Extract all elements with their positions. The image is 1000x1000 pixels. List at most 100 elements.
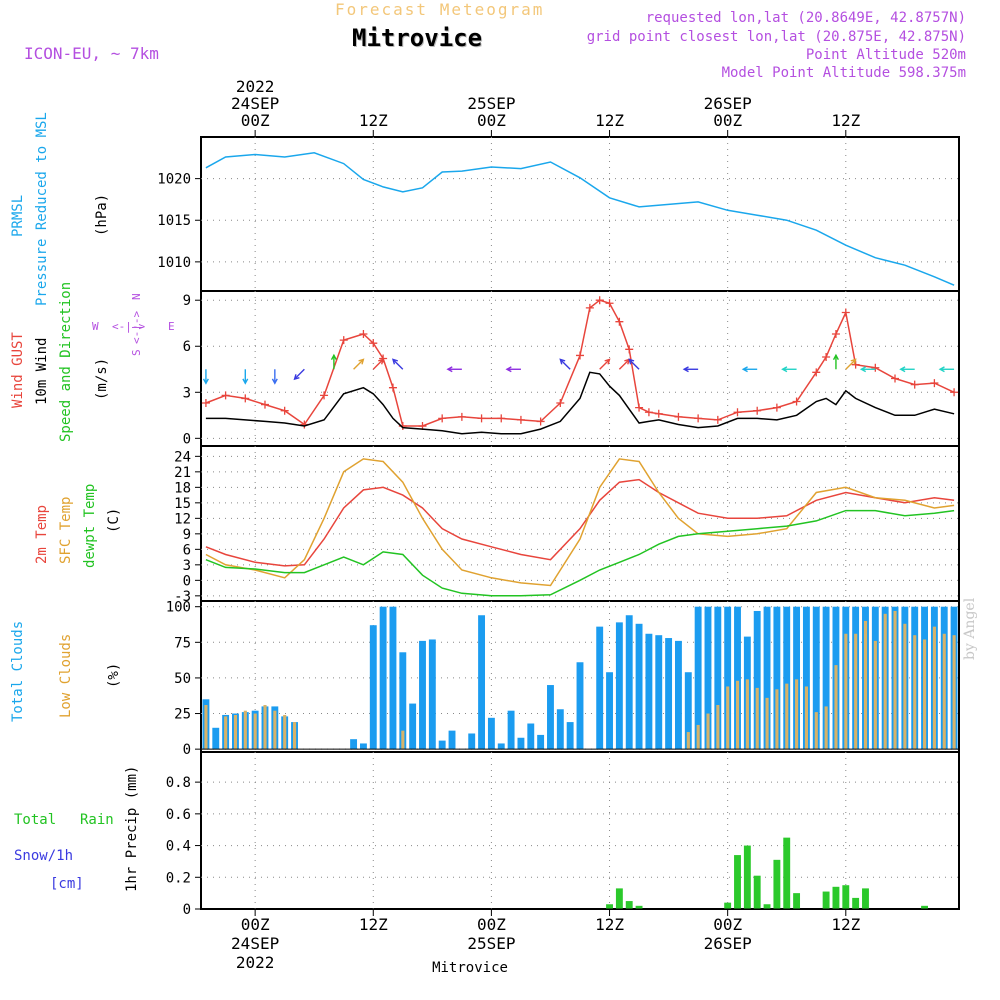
wind-gust-label: Wind GUST [10,332,26,408]
bar-low-clouds [263,704,267,750]
y-tick-label: 0 [183,573,191,589]
wind-arrow-head [859,366,867,373]
wind-arrow-head [741,366,748,373]
cloud-low-label: Low Clouds [58,634,74,718]
requested-coords: requested lon,lat (20.8649E, 42.8757N) [645,10,966,26]
y-tick-label: 25 [174,707,191,723]
gust-marker [694,414,703,423]
bar-total-clouds [359,743,367,750]
series-line-sfc-temp [205,458,955,587]
time-tick-label: 2022 [236,77,275,96]
time-tick-label: 00Z [713,111,742,130]
gust-marker [674,412,683,421]
pressure-labels: PRMSL Pressure Reduced to MSL (hPa) [10,112,110,306]
pressure-label-msl: Pressure Reduced to MSL [34,112,50,306]
gust-marker [477,414,486,423]
bar-low-clouds [706,713,710,750]
wind-arrow-head [378,358,385,365]
bar-low-clouds [401,730,405,750]
bar-total-clouds [734,606,741,750]
bar-low-clouds [913,635,917,750]
wind-arrow-head [938,366,945,373]
y-tick-label: 1020 [157,172,191,188]
gust-marker [241,394,250,403]
bar-total-clouds [615,622,623,750]
wind-arrow [372,358,384,370]
wind-arrow [294,368,305,380]
rain-label-total: Total [14,812,56,828]
bar-total-clouds [783,606,791,750]
bar-total-clouds [399,652,407,750]
wind-arrow-head [330,353,337,360]
bar-low-clouds [716,704,720,750]
time-tick-label: 24SEP [231,934,279,953]
bar-total-clouds [448,730,456,750]
bar-total-clouds [694,606,702,750]
bar-low-clouds [726,686,730,750]
bar-low-clouds [273,710,277,750]
panels-layer: 1010101510200369-30369121518212402550751… [157,136,960,918]
wind-arrow-head [391,358,399,365]
series-layer [201,152,959,910]
precip-labels: Total Rain Snow/1h [cm] 1hr Precip (mm) [14,766,140,892]
bar-low-clouds [204,704,208,750]
compass-rose: W E <-|-> N <-|-> S [92,293,175,356]
cloud-labels: Total Clouds Low Clouds (%) [10,621,122,722]
bar-total-clouds [674,640,682,750]
bar-low-clouds [854,633,858,750]
bar-total-clouds [665,638,673,750]
bar-total-rain [842,885,850,909]
gust-marker [201,399,210,408]
bar-total-rain [832,886,840,909]
wind-arrow-head [899,366,906,373]
time-tick-label: 26SEP [704,934,752,953]
bar-total-clouds [419,640,426,750]
y-tick-label: 0.4 [166,839,191,855]
series-line-dewpt-temp [205,509,955,597]
y-tick-label: 0 [183,431,191,447]
gust-marker [359,329,368,338]
bar-low-clouds [775,689,779,750]
y-tick-label: 1010 [157,255,191,271]
bar-low-clouds [834,665,838,750]
bar-low-clouds [804,686,809,750]
bar-total-clouds [468,733,476,750]
closest-coords: grid point closest lon,lat (20.875E, 42.… [586,29,966,45]
bar-total-clouds [704,606,712,750]
wind-arrow [392,358,404,370]
gust-marker [871,363,880,372]
series-line-wind-gust [205,299,955,427]
gust-marker [576,351,584,360]
gust-marker [585,303,594,312]
bar-total-clouds [812,606,820,750]
time-tick-label: 25SEP [467,934,515,953]
gust-marker [398,422,407,431]
time-tick-label: 12Z [359,111,388,130]
gust-marker [841,308,850,317]
gust-marker [388,383,397,392]
bar-total-clouds [428,639,436,750]
bar-total-rain [743,845,751,909]
compass-ew-arrow: <-|-> [112,320,145,333]
time-tick-label: 12Z [595,915,624,934]
bar-total-clouds [497,743,505,750]
temp-unit: (C) [106,508,122,533]
bar-total-rain [852,897,860,909]
wind-arrow-head [604,358,611,365]
compass-s: S [130,349,143,356]
y-tick-label: 100 [166,600,191,616]
temp-sfc-label: SFC Temp [58,497,74,564]
time-tick-label: 12Z [831,915,860,934]
time-tick-label: 12Z [359,915,388,934]
gust-marker [792,397,801,406]
bar-total-rain [793,893,801,909]
bar-low-clouds [283,714,287,750]
compass-e: E [168,320,175,333]
bar-total-clouds [793,606,801,750]
wind-arrow [599,358,610,370]
bar-total-clouds [645,633,653,750]
y-tick-label: -3 [174,589,191,605]
y-tick-label: 9 [183,527,191,543]
bar-low-clouds [696,724,700,750]
